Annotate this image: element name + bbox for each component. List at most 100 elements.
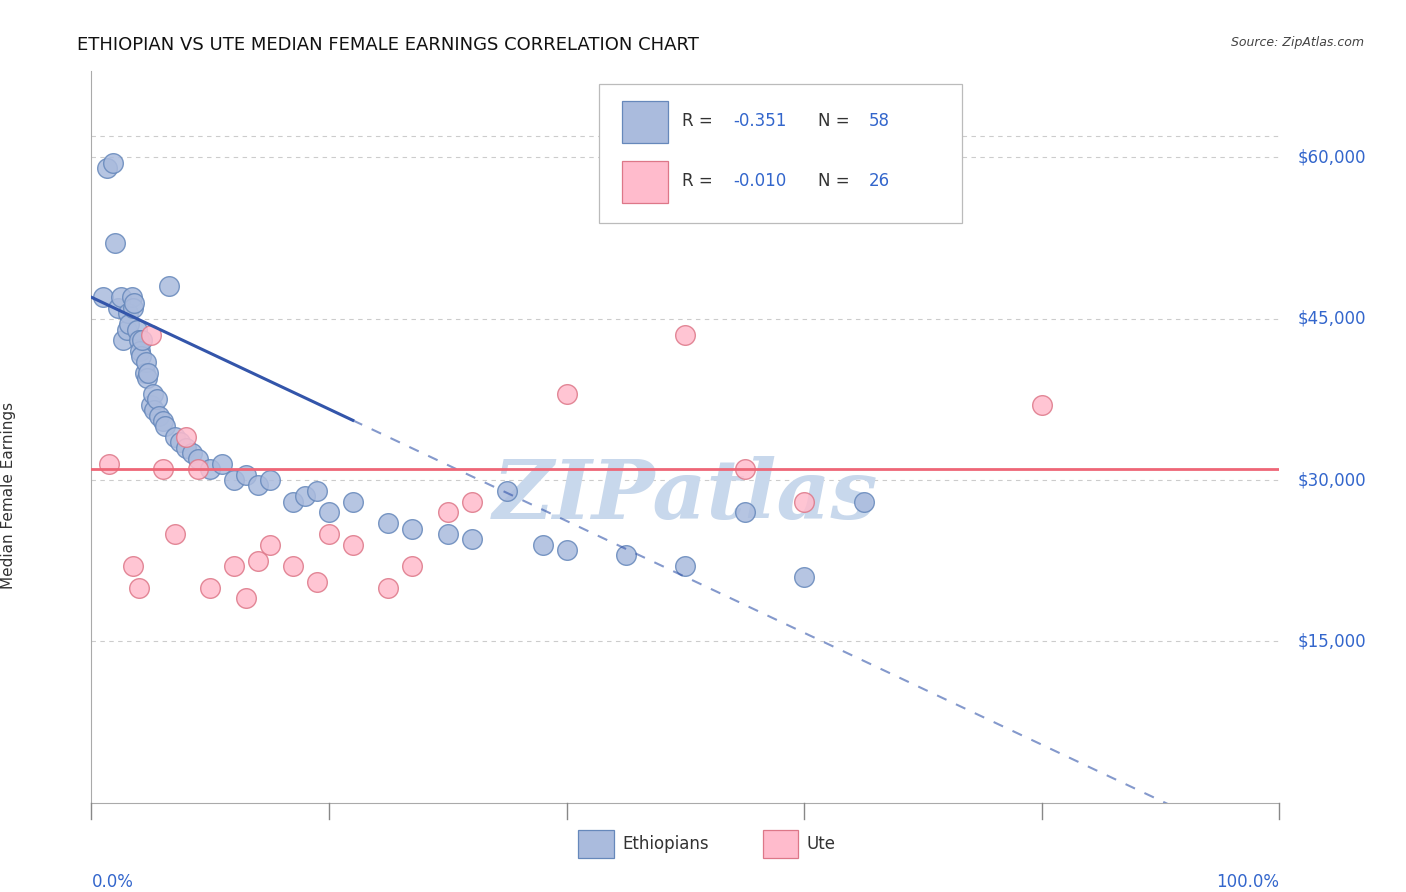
Point — [200, 462, 222, 476]
Text: N =: N = — [818, 112, 855, 130]
Point — [101, 156, 124, 170]
Point — [673, 559, 696, 574]
Point — [131, 333, 153, 347]
Point — [169, 435, 191, 450]
Point — [211, 457, 233, 471]
Point — [107, 301, 129, 315]
Point — [734, 505, 756, 519]
Point — [117, 306, 139, 320]
Point — [129, 350, 152, 364]
Point — [377, 581, 399, 595]
Text: $60,000: $60,000 — [1298, 148, 1365, 167]
Text: ETHIOPIAN VS UTE MEDIAN FEMALE EARNINGS CORRELATION CHART: ETHIOPIAN VS UTE MEDIAN FEMALE EARNINGS … — [77, 36, 699, 54]
Text: -0.351: -0.351 — [733, 112, 786, 130]
Point — [176, 430, 198, 444]
Point — [122, 559, 145, 574]
Text: Source: ZipAtlas.com: Source: ZipAtlas.com — [1230, 36, 1364, 49]
Point — [436, 505, 458, 519]
Text: $15,000: $15,000 — [1298, 632, 1365, 650]
Text: N =: N = — [818, 172, 855, 190]
Point — [136, 371, 159, 385]
Point — [460, 533, 482, 547]
Point — [112, 333, 135, 347]
Text: Ethiopians: Ethiopians — [623, 835, 709, 853]
Point — [138, 366, 160, 380]
Point — [793, 570, 815, 584]
Point — [187, 462, 209, 476]
Point — [555, 543, 578, 558]
Point — [122, 295, 145, 310]
Point — [128, 333, 150, 347]
Point — [436, 527, 458, 541]
Point — [157, 279, 180, 293]
Point — [496, 483, 519, 498]
Point — [259, 538, 281, 552]
Point — [342, 494, 364, 508]
Point — [139, 327, 162, 342]
Text: 58: 58 — [869, 112, 890, 130]
Point — [134, 366, 156, 380]
FancyBboxPatch shape — [599, 84, 962, 224]
Point — [401, 521, 423, 535]
Point — [614, 549, 637, 563]
Text: 100.0%: 100.0% — [1216, 872, 1279, 891]
Point — [121, 290, 143, 304]
Point — [460, 494, 482, 508]
Point — [96, 161, 118, 176]
FancyBboxPatch shape — [623, 101, 668, 143]
Point — [283, 559, 305, 574]
Point — [143, 403, 166, 417]
Point — [142, 387, 165, 401]
Point — [118, 317, 141, 331]
Point — [531, 538, 554, 552]
Point — [163, 527, 186, 541]
Point — [222, 559, 245, 574]
Point — [1031, 398, 1053, 412]
Point — [122, 301, 145, 315]
Text: Ute: Ute — [807, 835, 835, 853]
Text: R =: R = — [682, 172, 718, 190]
Text: $45,000: $45,000 — [1298, 310, 1365, 327]
Point — [129, 344, 152, 359]
Point — [98, 457, 121, 471]
Text: Median Female Earnings: Median Female Earnings — [1, 402, 15, 589]
Text: ZIPatlas: ZIPatlas — [492, 456, 879, 535]
Point — [294, 489, 316, 503]
Point — [153, 419, 176, 434]
Point — [135, 355, 157, 369]
Point — [235, 467, 257, 482]
Point — [91, 290, 114, 304]
Point — [307, 575, 329, 590]
Point — [152, 414, 174, 428]
Point — [176, 441, 198, 455]
Point — [139, 398, 162, 412]
Point — [145, 392, 167, 407]
Point — [307, 483, 329, 498]
Point — [852, 494, 875, 508]
Point — [181, 446, 204, 460]
Point — [200, 581, 222, 595]
Point — [342, 538, 364, 552]
Text: 26: 26 — [869, 172, 890, 190]
Point — [125, 322, 148, 336]
Point — [187, 451, 209, 466]
Point — [259, 473, 281, 487]
Point — [555, 387, 578, 401]
Point — [673, 327, 696, 342]
Point — [115, 322, 138, 336]
Point — [128, 581, 150, 595]
Point — [235, 591, 257, 606]
Point — [104, 236, 127, 251]
FancyBboxPatch shape — [623, 161, 668, 203]
Point — [318, 505, 340, 519]
Point — [148, 409, 170, 423]
Point — [246, 478, 269, 492]
Point — [377, 516, 399, 530]
Point — [110, 290, 132, 304]
Point — [283, 494, 305, 508]
Point — [163, 430, 186, 444]
Point — [401, 559, 423, 574]
Text: $30,000: $30,000 — [1298, 471, 1365, 489]
Point — [793, 494, 815, 508]
Point — [152, 462, 174, 476]
